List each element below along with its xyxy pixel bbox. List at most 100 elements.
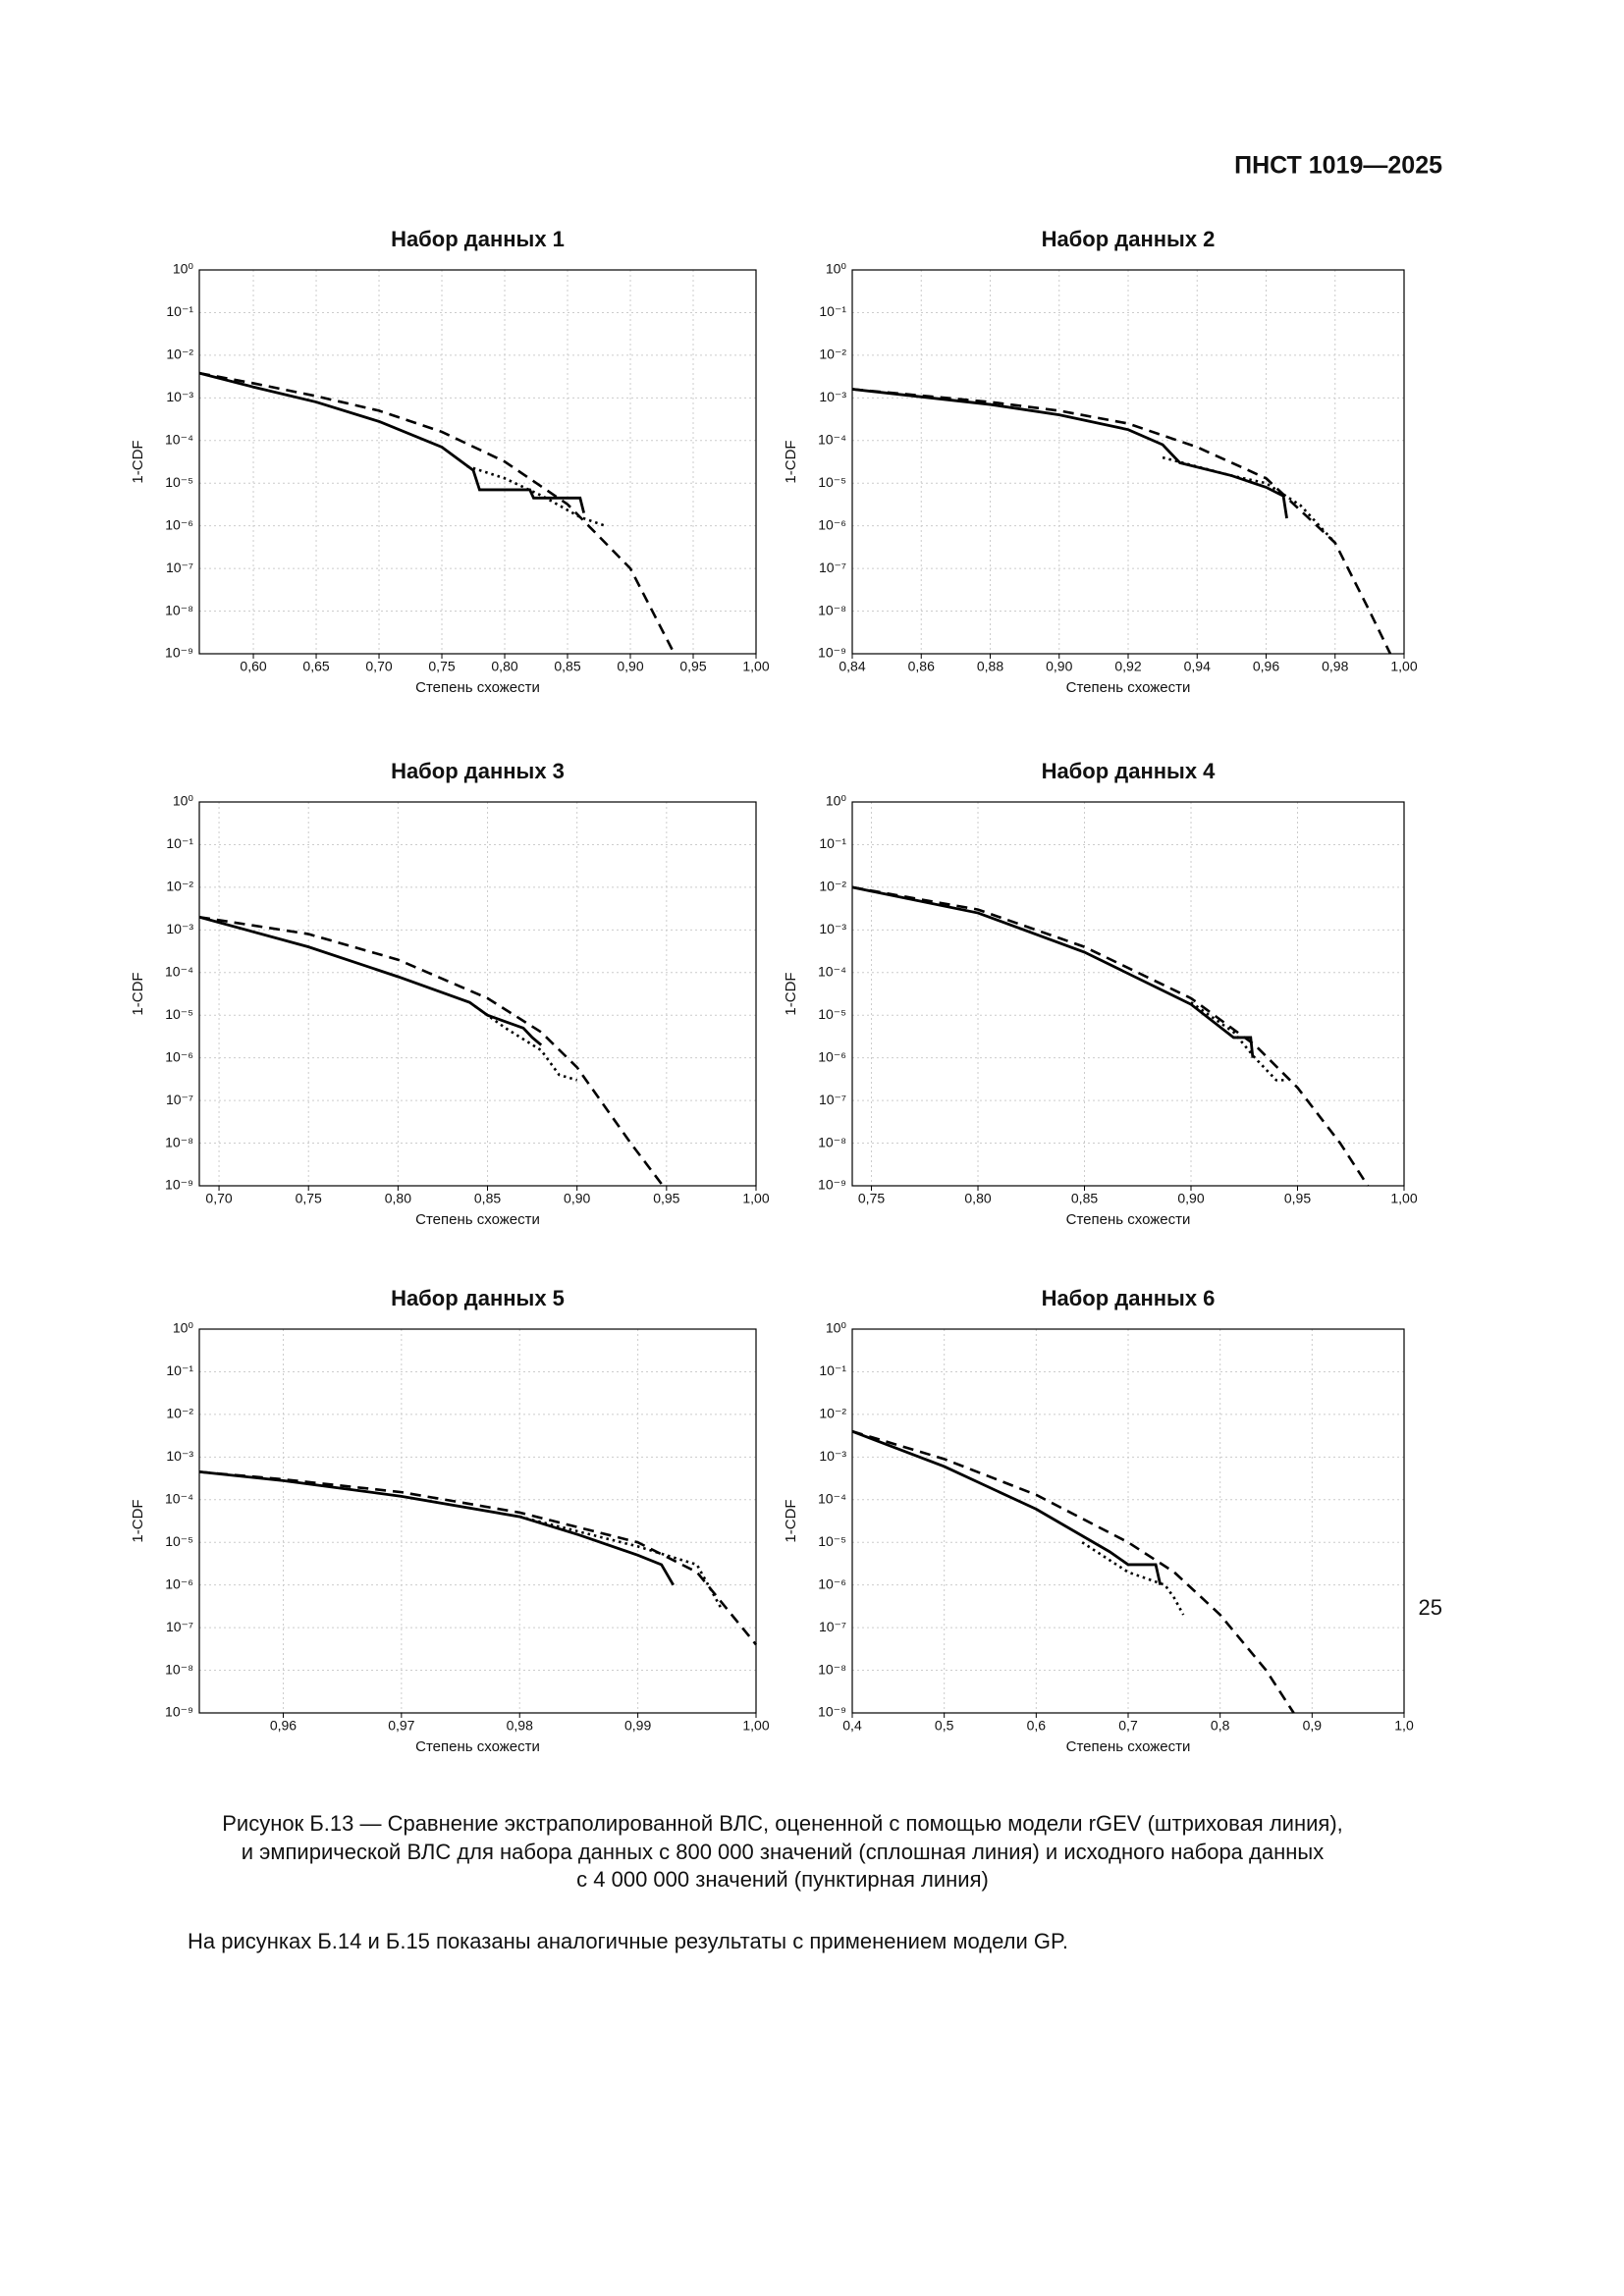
x-tick-label: 0,98 xyxy=(1322,659,1348,674)
y-tick-label: 10⁻⁶ xyxy=(818,516,846,532)
y-tick-label: 10⁻⁸ xyxy=(818,1134,846,1149)
x-tick-label: 0,94 xyxy=(1184,659,1211,674)
y-axis-label: 1-CDF xyxy=(130,972,146,1015)
y-tick-label: 10⁻⁷ xyxy=(819,1619,846,1634)
y-tick-label: 10⁻¹ xyxy=(166,1362,193,1378)
series-line xyxy=(851,1429,1163,1585)
y-tick-label: 10⁻¹ xyxy=(819,303,846,319)
y-tick-label: 10⁻⁷ xyxy=(819,1092,846,1107)
y-tick-label: 10⁻⁸ xyxy=(818,602,846,617)
x-tick-label: 0,75 xyxy=(296,1191,322,1206)
chart-title: Набор данных 1 xyxy=(391,227,565,251)
x-tick-label: 1,00 xyxy=(1390,659,1417,674)
x-tick-label: 0,88 xyxy=(977,659,1003,674)
series-line xyxy=(198,915,543,1046)
x-tick-label: 0,92 xyxy=(1114,659,1141,674)
x-tick-label: 0,80 xyxy=(491,659,517,674)
series-line xyxy=(198,371,676,655)
x-axis-label: Степень схожести xyxy=(415,1738,540,1755)
y-tick-label: 10⁻⁴ xyxy=(165,963,193,979)
x-tick-label: 0,5 xyxy=(935,1718,954,1734)
series-line xyxy=(851,885,1255,1058)
y-tick-label: 10⁻⁵ xyxy=(818,474,846,490)
series-line xyxy=(198,915,665,1187)
y-tick-label: 10⁻⁷ xyxy=(166,1092,193,1107)
y-tick-label: 10⁻⁸ xyxy=(165,602,193,617)
x-tick-label: 0,60 xyxy=(240,659,266,674)
x-tick-label: 0,80 xyxy=(385,1191,411,1206)
x-tick-label: 0,86 xyxy=(908,659,935,674)
caption-line: и эмпирической ВЛС для набора данных с 8… xyxy=(242,1840,1324,1864)
x-tick-label: 0,90 xyxy=(1177,1191,1204,1206)
y-tick-label: 10⁰ xyxy=(173,1320,194,1336)
y-tick-label: 10⁻² xyxy=(166,1406,193,1421)
x-tick-label: 0,97 xyxy=(388,1718,414,1734)
x-tick-label: 0,99 xyxy=(624,1718,651,1734)
y-tick-label: 10⁻⁹ xyxy=(818,1704,846,1720)
y-tick-label: 10⁰ xyxy=(826,261,847,277)
x-tick-label: 1,00 xyxy=(742,1191,769,1206)
x-axis-label: Степень схожести xyxy=(415,679,540,696)
y-tick-label: 10⁻⁸ xyxy=(165,1134,193,1149)
y-tick-label: 10⁻⁶ xyxy=(165,516,193,532)
plot-frame xyxy=(851,269,1405,655)
x-tick-label: 0,75 xyxy=(428,659,455,674)
x-tick-label: 0,98 xyxy=(507,1718,533,1734)
plot-frame xyxy=(198,269,757,655)
y-tick-label: 10⁻² xyxy=(166,879,193,894)
y-tick-label: 10⁻⁴ xyxy=(818,1490,846,1506)
y-tick-label: 10⁰ xyxy=(173,261,194,277)
y-tick-label: 10⁻⁶ xyxy=(818,1048,846,1064)
x-tick-label: 0,7 xyxy=(1118,1718,1138,1734)
x-tick-label: 0,85 xyxy=(474,1191,501,1206)
y-tick-label: 10⁰ xyxy=(173,793,194,809)
y-tick-label: 10⁻⁴ xyxy=(165,431,193,447)
plot-frame xyxy=(198,801,757,1187)
x-tick-label: 0,75 xyxy=(858,1191,885,1206)
header-title: ПНСТ 1019—2025 xyxy=(1234,152,1442,180)
y-tick-label: 10⁻⁷ xyxy=(166,560,193,575)
x-tick-label: 0,95 xyxy=(679,659,706,674)
y-tick-label: 10⁻⁹ xyxy=(818,645,846,661)
y-tick-label: 10⁰ xyxy=(826,1320,847,1336)
x-tick-label: 1,00 xyxy=(742,659,769,674)
x-axis-label: Степень схожести xyxy=(1066,1738,1191,1755)
series-line xyxy=(851,388,1288,519)
y-axis-label: 1-CDF xyxy=(783,440,799,483)
caption-line: с 4 000 000 значений (пунктирная линия) xyxy=(576,1867,989,1892)
x-axis-label: Степень схожести xyxy=(1066,679,1191,696)
x-tick-label: 0,9 xyxy=(1303,1718,1323,1734)
x-tick-label: 0,96 xyxy=(1253,659,1279,674)
paragraph: На рисунках Б.14 и Б.15 показаны аналоги… xyxy=(188,1929,1068,1953)
chart-title: Набор данных 3 xyxy=(391,759,565,783)
y-axis-label: 1-CDF xyxy=(783,972,799,1015)
series-line xyxy=(851,388,1392,655)
x-axis-label: Степень схожести xyxy=(1066,1211,1191,1228)
series-line xyxy=(468,1001,578,1082)
y-tick-label: 10⁻⁷ xyxy=(166,1619,193,1634)
y-tick-label: 10⁻⁵ xyxy=(818,1533,846,1549)
y-axis-label: 1-CDF xyxy=(130,440,146,483)
y-tick-label: 10⁻³ xyxy=(819,921,846,936)
y-tick-label: 10⁻¹ xyxy=(166,835,193,851)
x-tick-label: 1,0 xyxy=(1394,1718,1414,1734)
y-tick-label: 10⁻³ xyxy=(819,389,846,404)
x-tick-label: 0,90 xyxy=(564,1191,590,1206)
y-tick-label: 10⁰ xyxy=(826,793,847,809)
x-tick-label: 0,90 xyxy=(617,659,643,674)
y-tick-label: 10⁻⁸ xyxy=(818,1661,846,1677)
x-tick-label: 0,95 xyxy=(653,1191,679,1206)
y-axis-label: 1-CDF xyxy=(130,1499,146,1542)
chart-title: Набор данных 6 xyxy=(1042,1286,1216,1310)
x-tick-label: 0,85 xyxy=(1071,1191,1098,1206)
x-tick-label: 0,90 xyxy=(1046,659,1072,674)
x-tick-label: 1,00 xyxy=(742,1718,769,1734)
y-tick-label: 10⁻⁴ xyxy=(818,963,846,979)
y-tick-label: 10⁻¹ xyxy=(819,835,846,851)
y-tick-label: 10⁻¹ xyxy=(819,1362,846,1378)
y-tick-label: 10⁻² xyxy=(819,347,846,362)
y-tick-label: 10⁻⁹ xyxy=(818,1177,846,1193)
caption-line: Рисунок Б.13 — Сравнение экстраполирован… xyxy=(222,1811,1343,1836)
